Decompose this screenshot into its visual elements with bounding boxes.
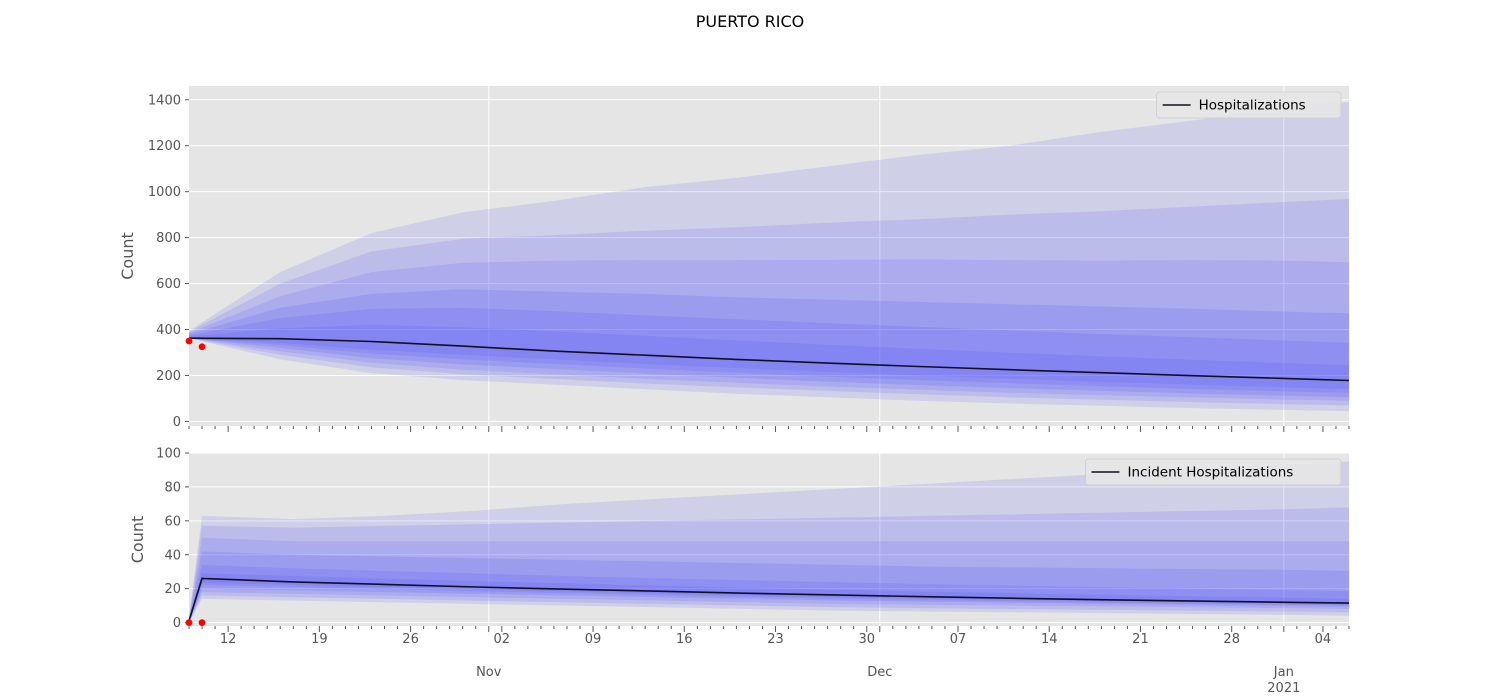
legend: Incident Hospitalizations [1085,458,1342,486]
y-tick-label: 400 [156,323,181,338]
median-line [188,577,1350,622]
legend-box [1156,91,1342,119]
y-tick-label: 40 [164,548,181,563]
y-tick-label: 200 [156,369,181,384]
y-tick-label: 60 [164,514,181,529]
quantile-band-4 [189,551,1349,623]
x-tick-label: 19 [311,632,328,647]
quantile-band-2 [189,199,1349,406]
quantile-band-6 [189,573,1349,622]
legend: Hospitalizations [1156,91,1342,119]
incident-hospitalizations-panel: 0 20 40 60 80 100 Count Incident Hospitalizatio… [128,447,1350,632]
quantile-band-3 [189,537,1349,623]
y-tick-label: 1400 [148,93,181,108]
observed-point [185,337,193,345]
legend-box [1085,458,1342,486]
quantile-band-1 [189,102,1349,412]
x-tick-label: 30 [858,632,875,647]
median-line [188,337,1350,382]
quantile-band-3 [189,259,1349,401]
observed-point [198,343,206,351]
legend-label: Hospitalizations [1199,98,1306,114]
y-tick-label: 100 [156,447,181,462]
x-tick-label: 12 [220,632,237,647]
y-tick-label: 0 [173,415,181,430]
legend-label: Incident Hospitalizations [1128,465,1294,481]
quantile-band-2 [189,507,1349,623]
y-tick-label: 80 [164,480,181,495]
observed-point [185,619,193,627]
x-tick-label: 09 [585,632,602,647]
y-tick-label: 600 [156,277,181,292]
y-tick-label: 800 [156,231,181,246]
y-tick-label: 1200 [148,139,181,154]
y-axis-label: Count [118,232,137,280]
hospitalizations-panel: 0 200 400 600 800 1000 1200 1400 Count Hospitaliz… [118,86,1350,432]
quantile-band-4 [189,289,1349,398]
x-tick-label: 16 [676,632,693,647]
y-axis-label: Count [128,516,147,564]
x-tick-label: 07 [950,632,967,647]
x-tick-label: 21 [1132,632,1149,647]
x-tick-label: 23 [767,632,784,647]
figure-title: PUERTO RICO [696,12,804,31]
x-month-label: Nov [476,665,502,680]
y-tick-label: 0 [173,616,181,631]
x-tick-label: 14 [1041,632,1058,647]
x-year-label: 2021 [1267,681,1300,696]
x-tick-label: 28 [1223,632,1240,647]
x-month-label: Dec [867,665,892,680]
observed-point [198,619,206,627]
x-tick-label: 04 [1315,632,1332,647]
y-tick-label: 20 [164,582,181,597]
x-tick-label: 26 [402,632,419,647]
plot-area [189,86,1349,426]
quantile-band-1 [189,461,1349,623]
x-month-label: Jan [1273,665,1294,680]
y-tick-label: 1000 [148,185,181,200]
quantile-band-6 [189,324,1349,389]
x-tick-label: 02 [494,632,511,647]
